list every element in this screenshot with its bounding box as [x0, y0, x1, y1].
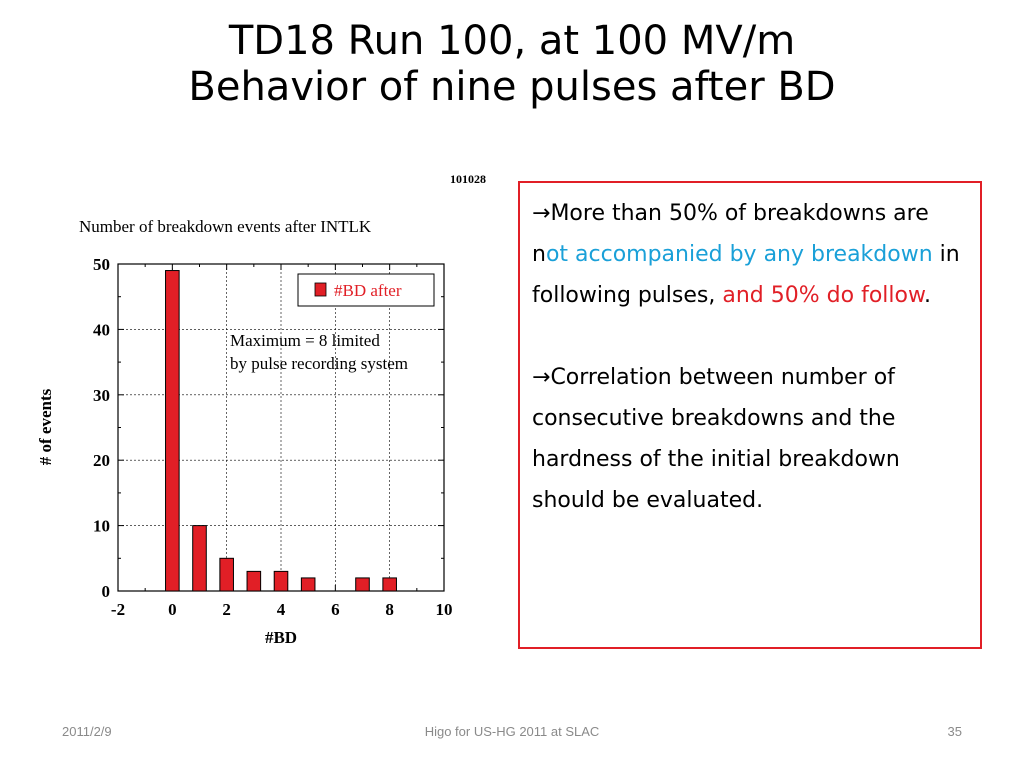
y-tick-label: 20	[93, 451, 110, 470]
note-1-text-c: in following pulses,	[532, 242, 960, 308]
chart-area: 101028 Number of breakdown events after …	[30, 165, 520, 655]
x-tick-label: 6	[331, 600, 340, 619]
x-tick-label: 2	[222, 600, 231, 619]
chart-id-label: 101028	[450, 172, 486, 186]
x-axis-label: #BD	[265, 628, 297, 647]
note-1-text-d: and 50% do follow	[722, 283, 924, 308]
bar	[192, 525, 207, 592]
note-1: →More than 50% of breakdowns are not acc…	[532, 193, 970, 316]
bar	[355, 577, 370, 592]
arrow-icon: →	[532, 365, 551, 390]
x-tick-label: 0	[168, 600, 177, 619]
footer-page-number: 35	[947, 724, 962, 739]
y-tick-label: 30	[93, 386, 110, 405]
y-tick-label: 0	[102, 582, 111, 601]
note-1-text-b: ot accompanied by any breakdown	[545, 242, 933, 267]
y-tick-label: 10	[93, 517, 110, 536]
legend-label: #BD after	[334, 281, 402, 300]
note-2: →Correlation between number of consecuti…	[532, 357, 970, 521]
bar	[300, 577, 316, 592]
slide-title: TD18 Run 100, at 100 MV/m Behavior of ni…	[0, 18, 1024, 110]
y-tick-label: 40	[93, 320, 110, 339]
bar	[246, 570, 262, 592]
note-1-text-a: More than 50% of breakdowns are n	[532, 201, 929, 267]
bar	[165, 270, 180, 592]
title-line-2: Behavior of nine pulses after BD	[188, 64, 836, 110]
bar	[382, 577, 397, 592]
x-tick-label: 4	[277, 600, 286, 619]
legend-swatch	[314, 282, 327, 297]
bar	[273, 570, 289, 592]
x-tick-label: 10	[436, 600, 453, 619]
footer-date: 2011/2/9	[62, 724, 112, 739]
legend: #BD after	[297, 273, 435, 307]
x-tick-label: -2	[111, 600, 125, 619]
notes-box: →More than 50% of breakdowns are not acc…	[518, 181, 982, 649]
bar-chart: 101028 Number of breakdown events after …	[36, 172, 486, 647]
annotation-line-1: Maximum = 8 limited	[230, 331, 380, 350]
footer-center: Higo for US-HG 2011 at SLAC	[424, 724, 600, 739]
y-tick-label: 50	[93, 255, 110, 274]
bar	[219, 557, 234, 592]
note-2-text: Correlation between number of consecutiv…	[532, 365, 900, 513]
note-1-text-e: .	[923, 283, 931, 308]
chart-title: Number of breakdown events after INTLK	[79, 217, 372, 236]
bar-series	[165, 270, 397, 592]
arrow-icon: →	[532, 201, 551, 226]
title-line-1: TD18 Run 100, at 100 MV/m	[228, 18, 796, 64]
x-tick-label: 8	[385, 600, 394, 619]
annotation-line-2: by pulse recording system	[230, 354, 408, 373]
y-axis-label: # of events	[36, 388, 55, 465]
